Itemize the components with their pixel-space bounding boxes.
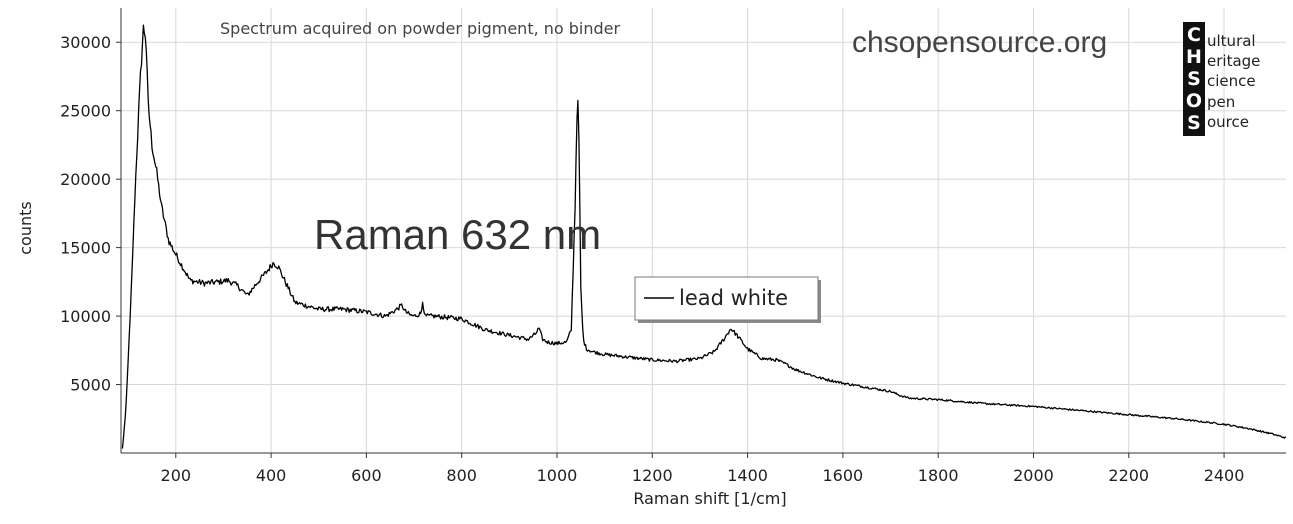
y-tick-label: 15000 (60, 239, 111, 258)
y-tick-label: 5000 (70, 376, 111, 395)
logo-letter-s2: S (1187, 112, 1201, 134)
x-tick-label: 1200 (632, 466, 673, 485)
x-tick-label: 400 (256, 466, 287, 485)
y-tick-label: 10000 (60, 307, 111, 326)
series-line-lead-white (121, 24, 1287, 449)
logo-word-science: cience (1207, 72, 1256, 90)
x-tick-label: 1800 (918, 466, 959, 485)
x-tick-label: 800 (446, 466, 477, 485)
x-tick-label: 2000 (1013, 466, 1054, 485)
x-tick-label: 600 (351, 466, 382, 485)
logo-letter-o: O (1186, 90, 1202, 112)
x-tick-label: 200 (161, 466, 192, 485)
logo-word-source: ource (1207, 113, 1249, 131)
logo-word-heritage: eritage (1207, 52, 1260, 70)
chart-title: Raman 632 nm (314, 211, 601, 258)
y-tick-label: 25000 (60, 102, 111, 121)
legend-label: lead white (679, 286, 788, 310)
site-url: chsopensource.org (852, 26, 1107, 59)
logo-word-open: pen (1207, 93, 1235, 111)
chsos-logo: C H S O S ultural eritage cience pen our… (1183, 22, 1260, 136)
chart-subtitle: Spectrum acquired on powder pigment, no … (220, 19, 621, 38)
x-tick-label: 1000 (537, 466, 578, 485)
legend: lead white (634, 276, 821, 323)
x-tick-label: 2400 (1204, 466, 1245, 485)
y-tick-label: 20000 (60, 170, 111, 189)
logo-letter-c: C (1187, 24, 1201, 46)
logo-letter-h: H (1186, 46, 1202, 68)
y-tick-labels: 5000 10000 15000 20000 25000 30000 (60, 33, 111, 394)
x-axis-title: Raman shift [1/cm] (633, 489, 786, 508)
series-layer (121, 24, 1287, 449)
logo-word-cultural: ultural (1207, 32, 1256, 50)
axes (116, 8, 1286, 458)
y-tick-label: 30000 (60, 33, 111, 52)
logo-letter-s: S (1187, 68, 1201, 90)
logo-bar (1183, 22, 1205, 136)
x-tick-labels: 200 400 600 800 1000 1200 1400 1600 1800 2000 2200… (161, 466, 1245, 485)
y-axis-title: counts (16, 201, 35, 254)
x-tick-label: 2200 (1108, 466, 1149, 485)
x-tick-label: 1400 (727, 466, 768, 485)
x-tick-label: 1600 (823, 466, 864, 485)
